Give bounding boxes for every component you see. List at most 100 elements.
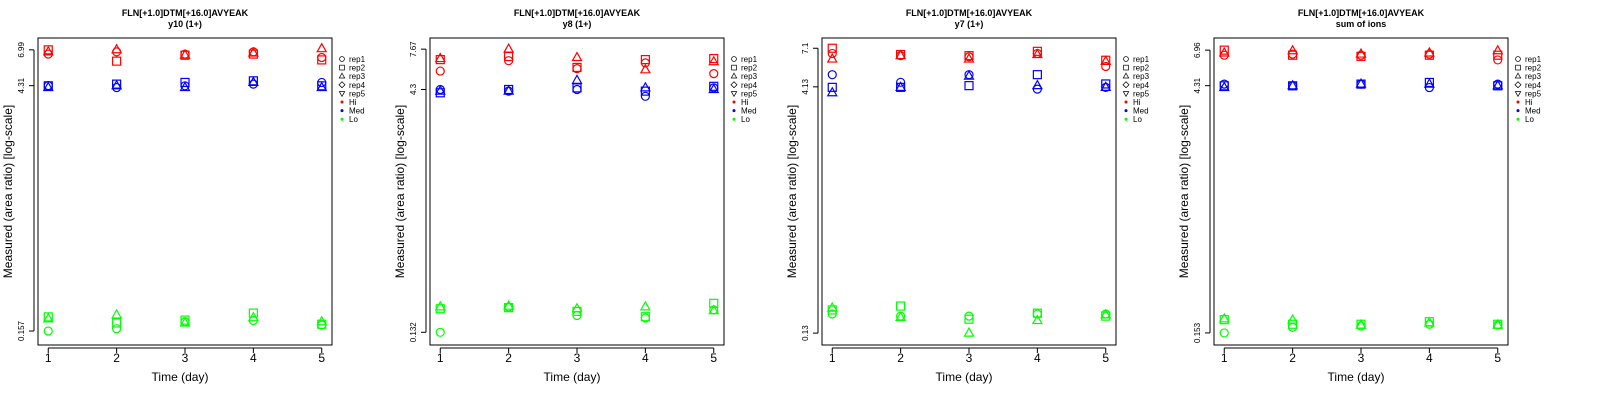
chart-title: FLN[+1.0]DTM[+16.0]AVYEAK [906, 8, 1033, 18]
data-point [639, 300, 651, 311]
data-point [434, 52, 446, 63]
legend-label-hi: Hi [349, 98, 357, 107]
x-axis-label: Time (day) [152, 370, 209, 384]
series-lo-rep3 [826, 301, 1112, 337]
legend-label-hi: Hi [1133, 98, 1141, 107]
data-point [1100, 308, 1112, 319]
legend-label-lo: Lo [1525, 115, 1534, 124]
data-point [1288, 319, 1298, 329]
data-point [1355, 47, 1367, 58]
legend-marker-rep2 [1123, 64, 1129, 71]
x-tick-label: 3 [182, 351, 189, 365]
rep3-marker-icon [730, 72, 738, 79]
data-point [248, 308, 258, 318]
legend-label-rep2: rep2 [1525, 64, 1542, 73]
data-point [180, 77, 190, 88]
x-tick-label: 2 [897, 351, 904, 365]
legend-label-rep3: rep3 [1525, 72, 1542, 81]
data-point [964, 311, 974, 321]
data-point [503, 84, 515, 95]
legend-label-rep1: rep1 [1133, 55, 1150, 64]
data-point [895, 311, 907, 322]
y-axis-label: Measured (area ratio) [log-scale] [393, 105, 407, 278]
plot-frame [429, 37, 725, 346]
chart-subtitle: y8 (1+) [563, 19, 592, 29]
data-point [640, 91, 650, 101]
data-point [317, 52, 327, 63]
data-point [1287, 44, 1299, 55]
x-axis-label: Time (day) [544, 370, 601, 384]
rep1-marker-icon [339, 56, 345, 62]
legend-label-lo: Lo [1133, 115, 1142, 124]
legend-label-med: Med [1133, 107, 1149, 116]
data-point [708, 83, 720, 94]
rep3-marker-icon [338, 72, 346, 79]
data-point [179, 48, 191, 59]
data-point [709, 69, 719, 79]
legend-label-hi: Hi [1525, 98, 1533, 107]
legend-label-rep1: rep1 [349, 55, 366, 64]
x-tick-label: 2 [505, 351, 512, 365]
y-tick-label: 0.153 [1193, 322, 1202, 343]
legend-label-rep4: rep4 [1133, 81, 1150, 90]
series-med-rep1 [43, 77, 327, 93]
x-tick-label: 2 [113, 351, 120, 365]
series-hi-rep2 [435, 51, 719, 73]
y-tick-label: 4.13 [801, 79, 810, 95]
chart-subtitle: y7 (1+) [955, 19, 984, 29]
legend-label-med: Med [741, 107, 757, 116]
data-point [1355, 77, 1367, 88]
rep5-marker-icon [338, 91, 346, 98]
data-point [1032, 70, 1042, 80]
data-point [827, 48, 837, 59]
data-point [42, 45, 54, 56]
data-point [1355, 318, 1367, 329]
legend-label-rep2: rep2 [741, 64, 758, 73]
data-point [1100, 81, 1112, 91]
data-point [709, 53, 719, 64]
data-point [316, 81, 328, 92]
rep1-marker-icon [1515, 56, 1521, 62]
data-point [572, 62, 582, 73]
x-tick-label: 1 [829, 351, 836, 365]
data-point [1032, 308, 1042, 318]
data-point [1493, 50, 1503, 60]
legend-label-hi: Hi [741, 98, 749, 107]
series-med-rep3 [434, 74, 720, 95]
legend-label-rep5: rep5 [1133, 89, 1150, 98]
data-point [640, 312, 650, 322]
data-point [247, 46, 259, 57]
plot-frame [821, 37, 1117, 346]
x-tick-label: 5 [710, 351, 717, 365]
y-tick-label: 0.132 [409, 322, 418, 343]
legend-dot-med [1124, 109, 1128, 113]
data-point [1218, 81, 1230, 92]
data-point [708, 55, 720, 66]
data-point [963, 69, 975, 80]
data-point [316, 42, 328, 53]
rep2-marker-icon [339, 64, 345, 71]
rep4-marker-icon [730, 81, 738, 89]
data-point [896, 301, 906, 311]
series-med-rep2 [827, 70, 1111, 92]
data-point [964, 81, 974, 91]
data-point [1287, 79, 1299, 90]
y-tick-label: 6.99 [17, 41, 26, 57]
data-point [42, 312, 54, 323]
data-point [709, 298, 719, 308]
legend-label-med: Med [1525, 107, 1541, 116]
data-point [247, 311, 259, 322]
legend-label-rep3: rep3 [741, 72, 758, 81]
series-med-rep3 [826, 69, 1112, 97]
chart-title: FLN[+1.0]DTM[+16.0]AVYEAK [122, 8, 249, 18]
legend-marker-rep3 [1514, 72, 1522, 79]
rep3-marker-icon [1514, 72, 1522, 79]
data-point [896, 77, 906, 87]
legend-label-rep4: rep4 [349, 81, 366, 90]
data-point [963, 326, 975, 337]
data-point [709, 81, 719, 91]
legend-marker-rep1 [731, 56, 737, 62]
rep2-marker-icon [1123, 64, 1129, 71]
